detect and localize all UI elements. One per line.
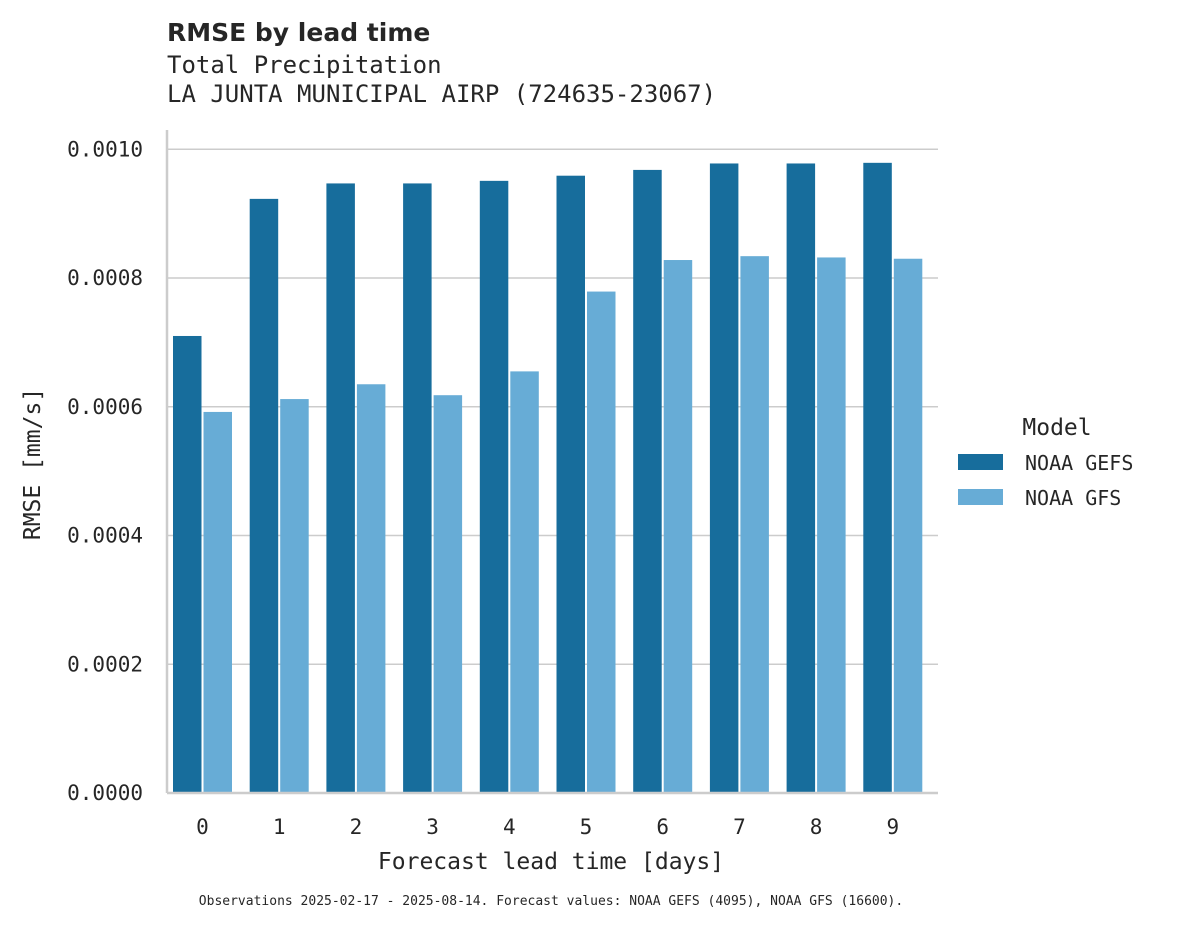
- y-tick-labels: 0.0000 0.0002 0.0004 0.0006 0.0008 0.0010: [67, 137, 143, 805]
- x-tick-label: 6: [656, 815, 669, 839]
- chart-subtitle-variable: Total Precipitation: [167, 51, 442, 79]
- legend-title: Model: [1022, 415, 1091, 441]
- bar-noaa-gefs-2: [326, 183, 355, 793]
- bar-noaa-gefs-0: [173, 335, 202, 793]
- legend-swatch-noaa-gfs: [958, 489, 1003, 505]
- legend: Model NOAA GEFS NOAA GFS: [958, 415, 1133, 510]
- bar-noaa-gfs-4: [510, 371, 539, 793]
- bar-noaa-gefs-1: [249, 198, 279, 793]
- x-axis-label: Forecast lead time [days]: [378, 849, 724, 875]
- axes: [165, 130, 938, 795]
- x-tick-label: 7: [733, 815, 746, 839]
- bar-noaa-gfs-7: [740, 256, 769, 794]
- bar-noaa-gfs-6: [663, 260, 693, 793]
- bar-noaa-gefs-8: [786, 163, 816, 793]
- y-tick-label: 0.0010: [67, 137, 143, 161]
- bar-noaa-gefs-7: [709, 163, 739, 793]
- footnote: Observations 2025-02-17 - 2025-08-14. Fo…: [199, 894, 903, 909]
- bar-noaa-gefs-9: [863, 162, 892, 794]
- x-tick-label: 3: [426, 815, 439, 839]
- legend-swatch-noaa-gefs: [958, 454, 1003, 470]
- x-tick-label: 0: [196, 815, 209, 839]
- bar-noaa-gfs-0: [203, 411, 232, 793]
- x-tick-label: 5: [580, 815, 593, 839]
- chart-title: RMSE by lead time: [167, 18, 430, 47]
- bar-noaa-gfs-3: [433, 395, 463, 793]
- bar-noaa-gfs-1: [280, 399, 309, 793]
- legend-label-noaa-gfs: NOAA GFS: [1025, 486, 1121, 510]
- chart-subtitle-station: LA JUNTA MUNICIPAL AIRP (724635-23067): [167, 80, 716, 108]
- x-tick-label: 9: [886, 815, 899, 839]
- bar-noaa-gefs-3: [403, 183, 432, 793]
- bar-noaa-gefs-4: [479, 180, 509, 794]
- bar-noaa-gfs-2: [356, 384, 386, 793]
- y-tick-label: 0.0008: [67, 266, 143, 290]
- bars: [173, 162, 923, 794]
- y-tick-label: 0.0000: [67, 781, 143, 805]
- y-axis-label: RMSE [mm/s]: [20, 388, 46, 540]
- x-tick-labels: 0 1 2 3 4 5 6 7 8 9: [196, 815, 899, 839]
- y-tick-label: 0.0004: [67, 524, 143, 548]
- x-tick-label: 2: [350, 815, 363, 839]
- bar-noaa-gefs-6: [633, 169, 662, 793]
- bar-noaa-gfs-9: [893, 258, 923, 793]
- x-tick-label: 1: [273, 815, 286, 839]
- x-tick-label: 8: [810, 815, 823, 839]
- y-tick-label: 0.0006: [67, 395, 143, 419]
- x-tick-label: 4: [503, 815, 516, 839]
- bar-noaa-gfs-5: [587, 291, 616, 793]
- legend-label-noaa-gefs: NOAA GEFS: [1025, 451, 1133, 475]
- y-tick-label: 0.0002: [67, 652, 143, 676]
- bar-noaa-gefs-5: [556, 175, 585, 794]
- bar-noaa-gfs-8: [817, 257, 846, 793]
